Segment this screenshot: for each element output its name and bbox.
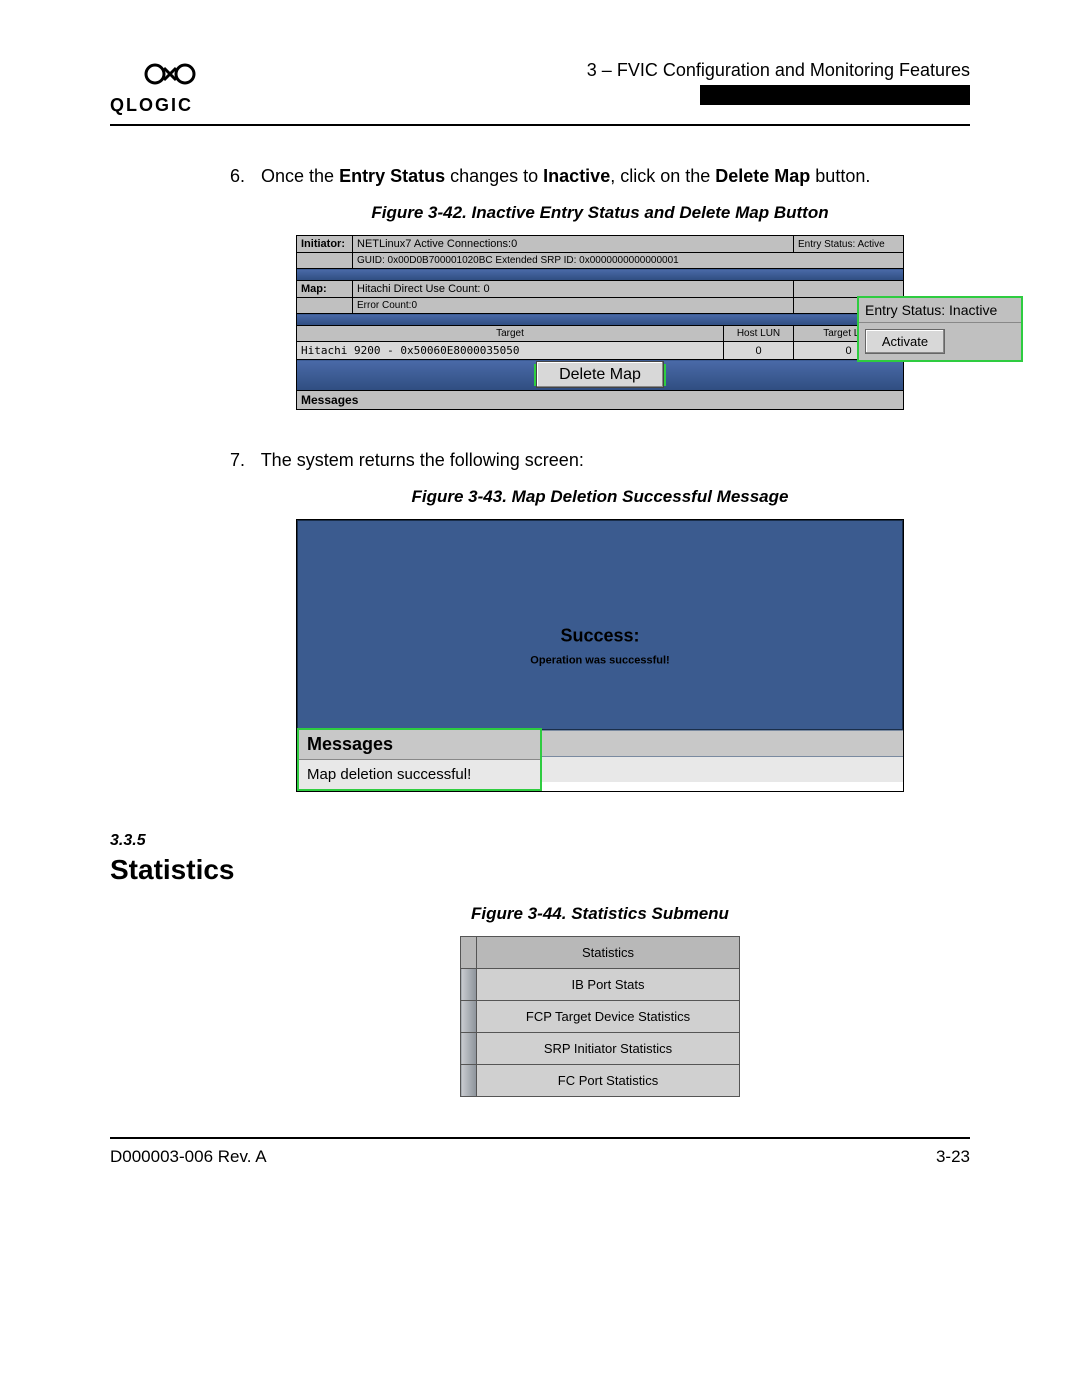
header-right: 3 – FVIC Configuration and Monitoring Fe… [587,60,970,105]
menu-handle [461,1033,477,1065]
figure-42: Initiator: NETLinux7 Active Connections:… [296,235,904,410]
menu-item-row[interactable]: FC Port Statistics [461,1065,740,1097]
menu-item-row[interactable]: IB Port Stats [461,969,740,1001]
menu-item-fcp-target[interactable]: FCP Target Device Statistics [477,1001,740,1033]
header-rule [110,124,970,126]
success-panel: Success: Operation was successful! [297,520,903,730]
map-label: Map: [297,281,353,298]
menu-header: Statistics [477,937,740,969]
logo: QLOGIC [110,60,230,116]
success-title: Success: [530,625,669,646]
figure-42-caption: Figure 3-42. Inactive Entry Status and D… [230,203,970,223]
footer-right: 3-23 [936,1147,970,1167]
figure-43-caption: Figure 3-43. Map Deletion Successful Mes… [230,487,970,507]
menu-item-row[interactable]: SRP Initiator Statistics [461,1033,740,1065]
delete-map-highlight: Delete Map [534,364,666,386]
section-title: Statistics [110,854,970,886]
messages-body: Map deletion successful! [299,760,540,789]
map-value: Hitachi Direct Use Count: 0 [353,281,794,298]
row-target: Hitachi 9200 - 0x50060E8000035050 [297,342,724,360]
figure-44-caption: Figure 3-44. Statistics Submenu [230,904,970,924]
col-hostlun: Host LUN [724,326,794,342]
col-target: Target [297,326,724,342]
error-count: Error Count:0 [353,298,794,314]
footer-left: D000003-006 Rev. A [110,1147,267,1167]
menu-handle [461,969,477,1001]
step-6-text: Once the Entry Status changes to Inactiv… [261,166,870,186]
initiator-label: Initiator: [297,236,353,253]
delete-map-button[interactable]: Delete Map [536,361,664,388]
row-hostlun: 0 [724,342,794,360]
messages-title: Messages [299,730,540,760]
logo-mark [110,60,230,95]
page-footer: D000003-006 Rev. A 3-23 [110,1147,970,1167]
success-subtitle: Operation was successful! [530,654,669,666]
menu-header-row: Statistics [461,937,740,969]
step-6: 6. Once the Entry Status changes to Inac… [230,166,970,187]
logo-text: QLOGIC [110,95,230,116]
section-number: 3.3.5 [110,832,970,850]
footer-rule [110,1137,970,1139]
initiator-value: NETLinux7 Active Connections:0 [353,236,794,253]
step-7-num: 7. [230,450,256,471]
step-7: 7. The system returns the following scre… [230,450,970,471]
entry-status-inactive: Entry Status: Inactive [859,298,1021,323]
menu-item-ib-port[interactable]: IB Port Stats [477,969,740,1001]
menu-handle [461,1065,477,1097]
messages-highlight: Messages Map deletion successful! [297,728,542,791]
menu-handle [461,937,477,969]
step-6-num: 6. [230,166,256,187]
page-header: QLOGIC 3 – FVIC Configuration and Monito… [110,60,970,116]
chapter-title: 3 – FVIC Configuration and Monitoring Fe… [587,60,970,81]
entry-status-highlight: Entry Status: Inactive Activate [857,296,1023,362]
guid: GUID: 0x00D0B700001020BC Extended SRP ID… [353,253,904,269]
step-7-text: The system returns the following screen: [261,450,584,470]
messages-header: Messages [297,391,904,410]
figure-43: Success: Operation was successful! Messa… [296,519,904,792]
menu-item-srp-initiator[interactable]: SRP Initiator Statistics [477,1033,740,1065]
menu-item-fc-port[interactable]: FC Port Statistics [477,1065,740,1097]
header-black-bar [700,85,970,105]
menu-item-row[interactable]: FCP Target Device Statistics [461,1001,740,1033]
figure-44-menu: Statistics IB Port Stats FCP Target Devi… [460,936,740,1097]
activate-button[interactable]: Activate [865,329,945,354]
entry-status-active: Entry Status: Active [794,236,904,253]
menu-handle [461,1001,477,1033]
